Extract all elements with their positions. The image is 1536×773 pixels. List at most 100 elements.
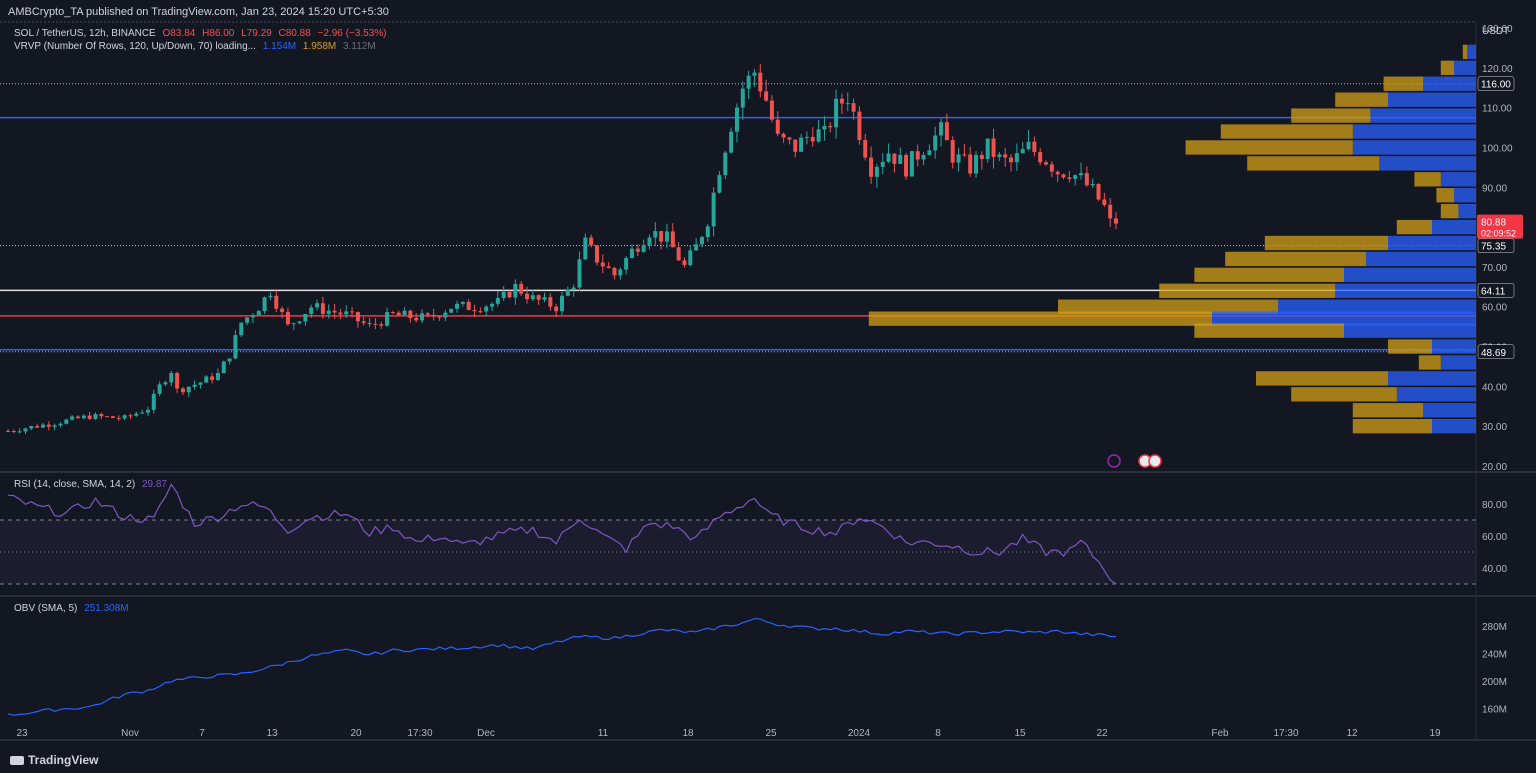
volume-profile-down-bar [1058,299,1278,314]
candle-body [1020,149,1025,154]
candle-body [962,154,967,156]
candle-body [52,425,57,427]
price-tick-label: 100.00 [1482,143,1513,154]
volume-profile-down-bar [1335,92,1388,107]
candle-body [385,312,390,326]
candle-body [245,317,250,323]
candle-body [816,129,821,142]
time-axis-label: Feb [1211,728,1229,739]
candle-body [787,137,792,140]
time-axis-label: 12 [1346,728,1358,739]
last-price-label: 80.88 [1481,218,1506,229]
candle-body [892,153,897,164]
candle-body [215,373,220,380]
level-label: 75.35 [1481,242,1506,253]
obv-label[interactable]: OBV (SMA, 5) [14,603,78,614]
publisher-header: AMBCrypto_TA published on TradingView.co… [8,6,389,18]
volume-profile-down-bar [1440,60,1454,75]
candle-body [1026,141,1031,150]
volume-profile-down-bar [1220,124,1353,139]
candle-body [606,266,611,268]
candle-body [408,310,413,318]
candle-body [116,417,121,419]
time-axis-label: 17:30 [407,728,432,739]
volume-profile-up-bar [1432,219,1476,235]
candle-body [1044,162,1049,165]
volume-profile-up-bar [1423,76,1476,91]
volume-profile-down-bar [1185,140,1353,155]
candle-body [845,103,850,105]
candle-body [968,154,973,174]
candle-body [886,153,891,162]
candle-body [128,415,133,417]
candle-body [6,430,10,432]
price-tick-label: 120.00 [1482,64,1513,75]
candle-body [839,98,844,104]
volume-profile-up-bar [1454,188,1476,203]
level-label: 48.69 [1481,348,1506,359]
candle-body [1003,154,1008,158]
volume-profile-down-bar [1418,355,1441,370]
volume-profile-down-bar [1247,156,1380,171]
candle-body [589,237,594,246]
time-axis-label: 22 [1096,728,1108,739]
volume-profile-up-bar [1379,156,1476,171]
candle-body [303,313,308,322]
volume-profile-down-bar [1383,76,1424,91]
candle-body [105,416,110,418]
candle-body [268,295,273,298]
symbol-name[interactable]: SOL / TetherUS, 12h, BINANCE [14,28,156,39]
volume-profile-down-bar [1291,387,1397,402]
candle-body [420,313,425,321]
vrvp-label[interactable]: VRVP (Number Of Rows, 120, Up/Down, 70) … [14,41,256,52]
candle-body [869,157,874,177]
time-axis-label: 17:30 [1273,728,1298,739]
candle-body [571,287,576,290]
volume-profile-up-bar [1212,311,1476,326]
candle-body [239,322,244,336]
candle-body [390,312,395,314]
candle-body [764,91,769,101]
candle-body [921,155,926,160]
candle-body [548,297,553,307]
candle-body [256,311,261,316]
candle-body [274,295,279,309]
candle-body [1073,175,1078,179]
candle-body [804,136,809,138]
candle-body [834,98,839,128]
candle-body [379,324,384,326]
time-axis-label: 18 [682,728,694,739]
rsi-tick-label: 60.00 [1482,532,1507,543]
currency-label[interactable]: USDT [1482,26,1510,37]
candle-body [525,293,530,300]
candle-body [233,335,238,359]
volume-profile-up-bar [1396,387,1476,402]
price-tick-label: 70.00 [1482,263,1507,274]
candle-body [163,382,168,385]
candle-body [1102,199,1107,205]
candle-body [641,245,646,252]
volume-profile-down-bar [1352,403,1424,418]
candle-body [87,415,92,419]
rsi-label[interactable]: RSI (14, close, SMA, 14, 2) [14,479,136,490]
price-tick-label: 30.00 [1482,422,1507,433]
candle-body [291,323,296,325]
volume-profile-down-bar [1264,235,1388,251]
candle-body [484,306,489,312]
volume-profile-down-bar [1462,44,1468,60]
candle-body [933,135,938,151]
candle-body [880,161,885,167]
price-tick-label: 40.00 [1482,382,1507,393]
volume-profile-down-bar [1159,283,1336,298]
volume-profile-up-bar [1352,140,1476,155]
volume-profile-down-bar [1194,323,1344,338]
candle-body [396,312,401,316]
candle-body [793,139,798,152]
candle-body [927,150,932,156]
time-axis-label: 11 [598,728,609,739]
candle-body [717,175,722,193]
candle-body [490,303,495,307]
volume-profile-up-bar [1458,203,1476,219]
time-axis-label: 8 [935,728,941,739]
